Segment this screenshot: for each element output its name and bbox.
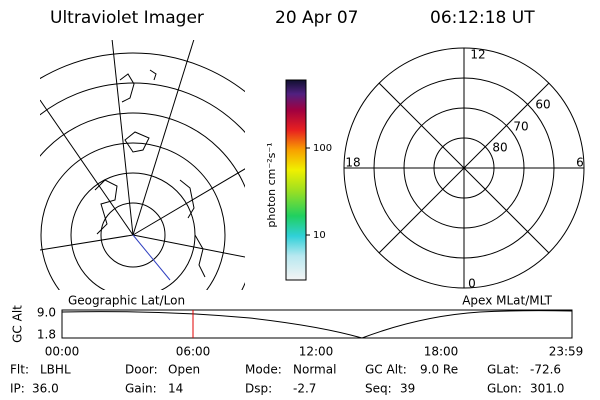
status-label: GLon: [487,382,522,396]
polar-label: Apex MLat/MLT [462,294,552,308]
altitude-x-tick: 00:00 [45,345,80,359]
status-label: Dsp: [245,382,272,396]
status-bar: Flt: LBHL Door: Open Mode: Normal GC Alt: 9.0 R… [10,363,564,396]
time: 06:12:18 UT [430,8,535,28]
status-label: GLat: [487,363,519,377]
status-label: IP: [10,382,25,396]
status-label: Mode: [245,363,282,377]
status-label: Gain: [125,382,157,396]
colorbar-tick-label: 100 [313,143,332,154]
date: 20 Apr 07 [275,8,358,28]
colorbar-label: photon cm⁻²s⁻¹ [265,142,278,227]
colorbar [285,79,307,281]
status-label: GC Alt: [365,363,407,377]
altitude-y-tick: 1.8 [37,328,56,342]
status-value: 14 [168,382,183,396]
status-value: Open [168,363,200,377]
status-value: LBHL [40,363,71,377]
mlt-label: 18 [345,156,360,170]
map-label: Geographic Lat/Lon [68,294,185,308]
altitude-curve [61,310,573,339]
mlt-label: 12 [470,48,485,62]
title: Ultraviolet Imager [50,8,204,28]
altitude-x-tick: 23:59 [549,345,584,359]
status-label: Flt: [10,363,29,377]
status-value: 36.0 [32,382,59,396]
altitude-axis-label: GC Alt [11,305,25,343]
status-value: Normal [293,363,336,377]
mlt-label: 6 [576,156,584,170]
status-value: 301.0 [530,382,564,396]
altitude-frame [61,309,573,339]
status-label: Door: [125,363,158,377]
polar-grid [343,47,585,289]
altitude-x-tick: 12:00 [299,345,334,359]
altitude-x-tick: 06:00 [176,345,211,359]
status-value: 39 [400,382,415,396]
mlat-label: 60 [535,98,550,112]
status-label: Seq: [365,382,392,396]
mlat-label: 70 [513,120,528,134]
altitude-y-tick: 9.0 [37,306,56,320]
altitude-x-ticks: 00:00 06:00 12:00 18:00 23:59 [45,345,584,359]
geo-map [40,40,245,290]
altitude-x-tick: 18:00 [424,345,459,359]
status-value: 9.0 Re [420,363,458,377]
status-value: -2.7 [293,382,316,396]
status-value: -72.6 [530,363,561,377]
mlat-label: 80 [492,141,507,155]
colorbar-tick-label: 10 [313,230,326,241]
mlt-label: 0 [468,277,476,291]
